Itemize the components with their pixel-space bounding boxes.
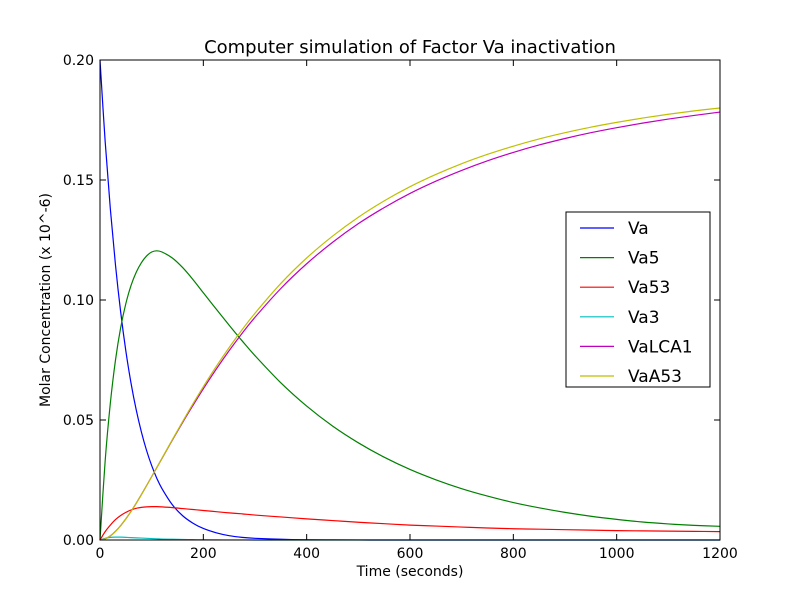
y-tick-label: 0.15	[63, 173, 94, 189]
legend-label-va53: Va53	[628, 278, 670, 298]
x-tick-label: 1000	[599, 546, 635, 562]
x-tick-label: 200	[190, 546, 217, 562]
legend-label-va: Va	[628, 219, 649, 239]
y-axis-label: Molar Concentration (x 10^-6)	[38, 193, 54, 407]
y-tick-label: 0.05	[63, 413, 94, 429]
legend: Va Va5 Va53 Va3 VaLCA1 VaA53	[565, 211, 711, 388]
x-tick-label: 0	[96, 546, 105, 562]
legend-label-va3: Va3	[628, 308, 660, 328]
y-axis: 0.00 0.05 0.10 0.15 0.20	[63, 53, 720, 549]
chart-title: Computer simulation of Factor Va inactiv…	[204, 37, 616, 58]
y-tick-label: 0.00	[63, 533, 94, 549]
legend-label-vaa53: VaA53	[628, 367, 682, 387]
legend-label-va5: Va5	[628, 249, 660, 269]
legend-box	[565, 211, 711, 388]
y-tick-label: 0.10	[63, 293, 94, 309]
x-axis: 0 200 400 600 800 1000 1200	[96, 60, 738, 562]
series-line-vaa53	[99, 107, 721, 541]
legend-label-valca1: VaLCA1	[628, 337, 693, 357]
x-tick-label: 800	[500, 546, 527, 562]
x-tick-label: 600	[397, 546, 424, 562]
y-tick-label: 0.20	[63, 53, 94, 69]
x-axis-label: Time (seconds)	[356, 564, 464, 580]
series-line-va5	[99, 250, 721, 541]
x-tick-label: 400	[293, 546, 320, 562]
x-tick-label: 1200	[702, 546, 738, 562]
